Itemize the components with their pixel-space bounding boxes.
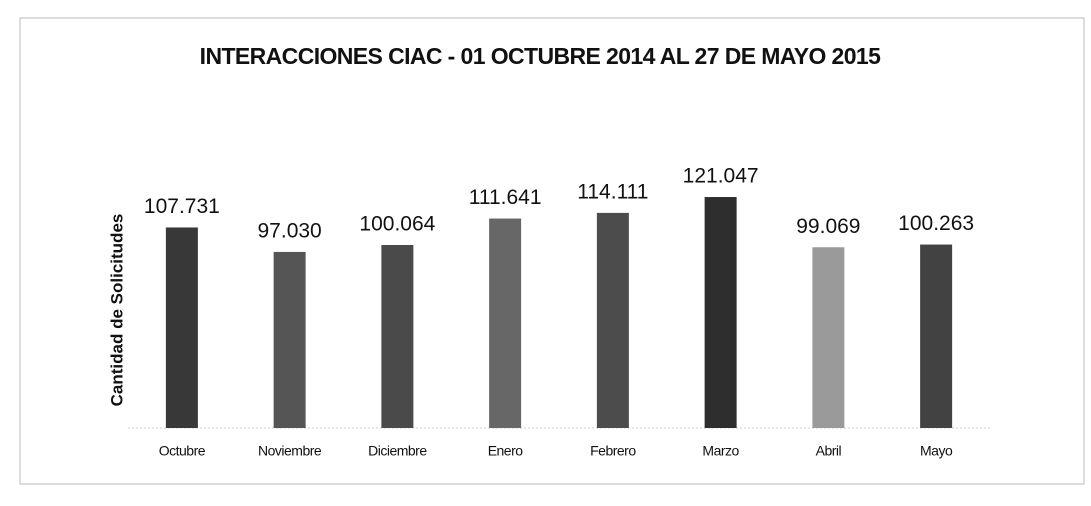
bar — [704, 197, 737, 428]
value-label: 107.731 — [144, 195, 220, 218]
bar — [489, 218, 522, 428]
bar — [381, 244, 414, 428]
bar — [273, 251, 306, 428]
bar — [165, 227, 198, 428]
x-tick-label: Diciembre — [368, 443, 427, 459]
chart-title: INTERACCIONES CIAC - 01 OCTUBRE 2014 AL … — [200, 43, 881, 69]
bar — [812, 247, 845, 428]
value-label: 111.641 — [469, 186, 542, 209]
value-label: 99.069 — [796, 215, 860, 238]
x-tick-label: Abril — [816, 443, 842, 459]
value-label: 121.047 — [683, 165, 759, 188]
x-tick-label: Febrero — [590, 443, 636, 459]
x-tick-label: Enero — [488, 443, 524, 459]
value-label: 100.263 — [898, 212, 974, 235]
value-label: 100.064 — [359, 213, 435, 236]
bar — [596, 212, 629, 428]
bar — [920, 244, 953, 428]
x-tick-label: Mayo — [920, 443, 953, 459]
frame — [19, 17, 1085, 485]
x-tick-label: Marzo — [702, 443, 739, 459]
y-axis-label: Cantidad de Solicitudes — [107, 214, 126, 407]
x-tick-label: Noviembre — [258, 443, 322, 459]
value-label: 114.111 — [577, 180, 648, 203]
x-tick-label: Octubre — [159, 443, 206, 459]
value-label: 97.030 — [258, 219, 322, 242]
